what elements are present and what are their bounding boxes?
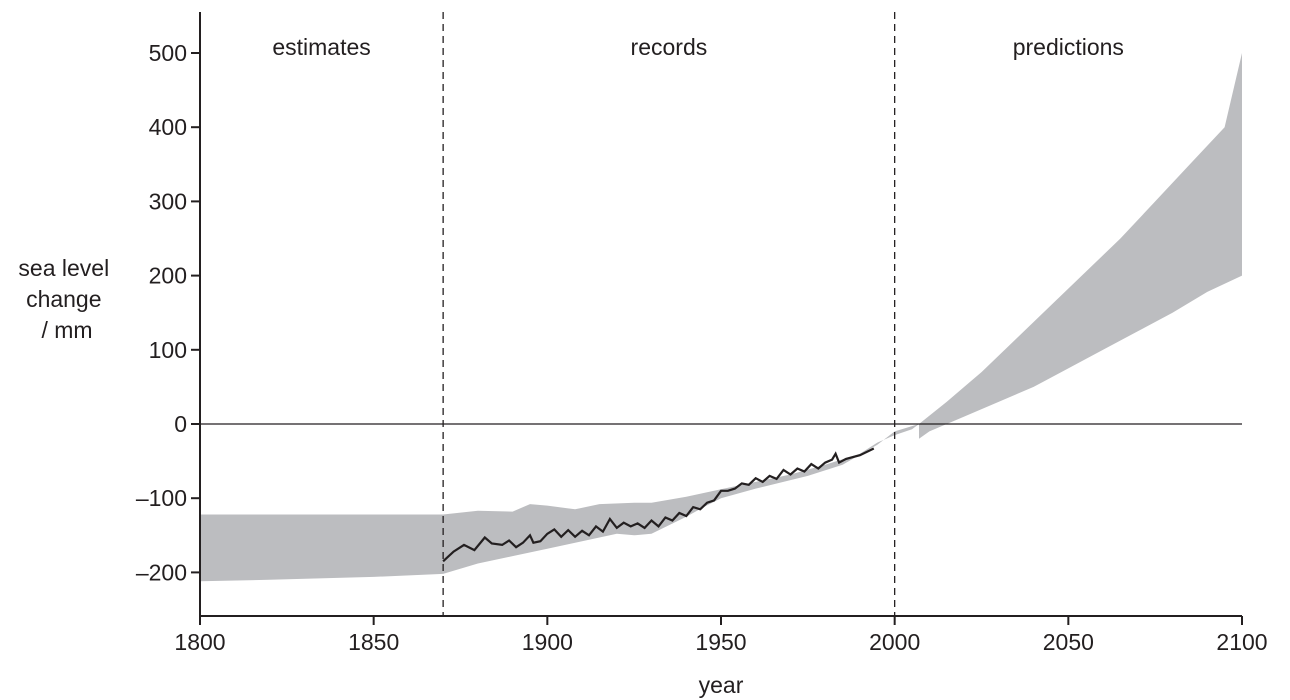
x-tick-label: 1900	[522, 629, 573, 655]
x-tick-label: 2100	[1216, 629, 1267, 655]
series-line-0	[442, 447, 875, 563]
y-tick-label: 300	[149, 188, 187, 214]
y-tick-label: 0	[174, 411, 187, 437]
y-ticks: 500 400 300 200 100 0 –100 –200	[136, 40, 200, 585]
y-tick-label: –200	[136, 559, 187, 585]
region-label: predictions	[1013, 34, 1124, 60]
uncertainty-bands	[200, 53, 1242, 582]
y-axis-label-line-2: change	[26, 286, 101, 312]
region-dividers	[442, 12, 896, 616]
x-tick-label: 2000	[869, 629, 920, 655]
y-tick-label: 100	[149, 337, 187, 363]
y-axis-label-line-1: sea level	[18, 255, 109, 281]
records-series	[442, 447, 875, 563]
y-tick-label: 400	[149, 114, 187, 140]
x-tick-label: 1950	[695, 629, 746, 655]
band-0	[200, 424, 919, 582]
x-tick-label: 1850	[348, 629, 399, 655]
x-tick-label: 2050	[1043, 629, 1094, 655]
x-ticks: 1800 1850 1900 1950 2000 2050 2100	[174, 616, 1268, 655]
region-label: estimates	[272, 34, 370, 60]
band-1	[919, 53, 1242, 439]
x-axis-label: year	[699, 672, 744, 698]
y-tick-label: 500	[149, 40, 187, 66]
y-axis-label-line-3: / mm	[41, 317, 92, 343]
region-label: records	[631, 34, 708, 60]
x-tick-label: 1800	[174, 629, 225, 655]
y-tick-label: 200	[149, 263, 187, 289]
y-tick-label: –100	[136, 485, 187, 511]
region-labels: estimates records predictions	[272, 34, 1124, 60]
y-axis-label: sea level change / mm	[18, 255, 115, 343]
